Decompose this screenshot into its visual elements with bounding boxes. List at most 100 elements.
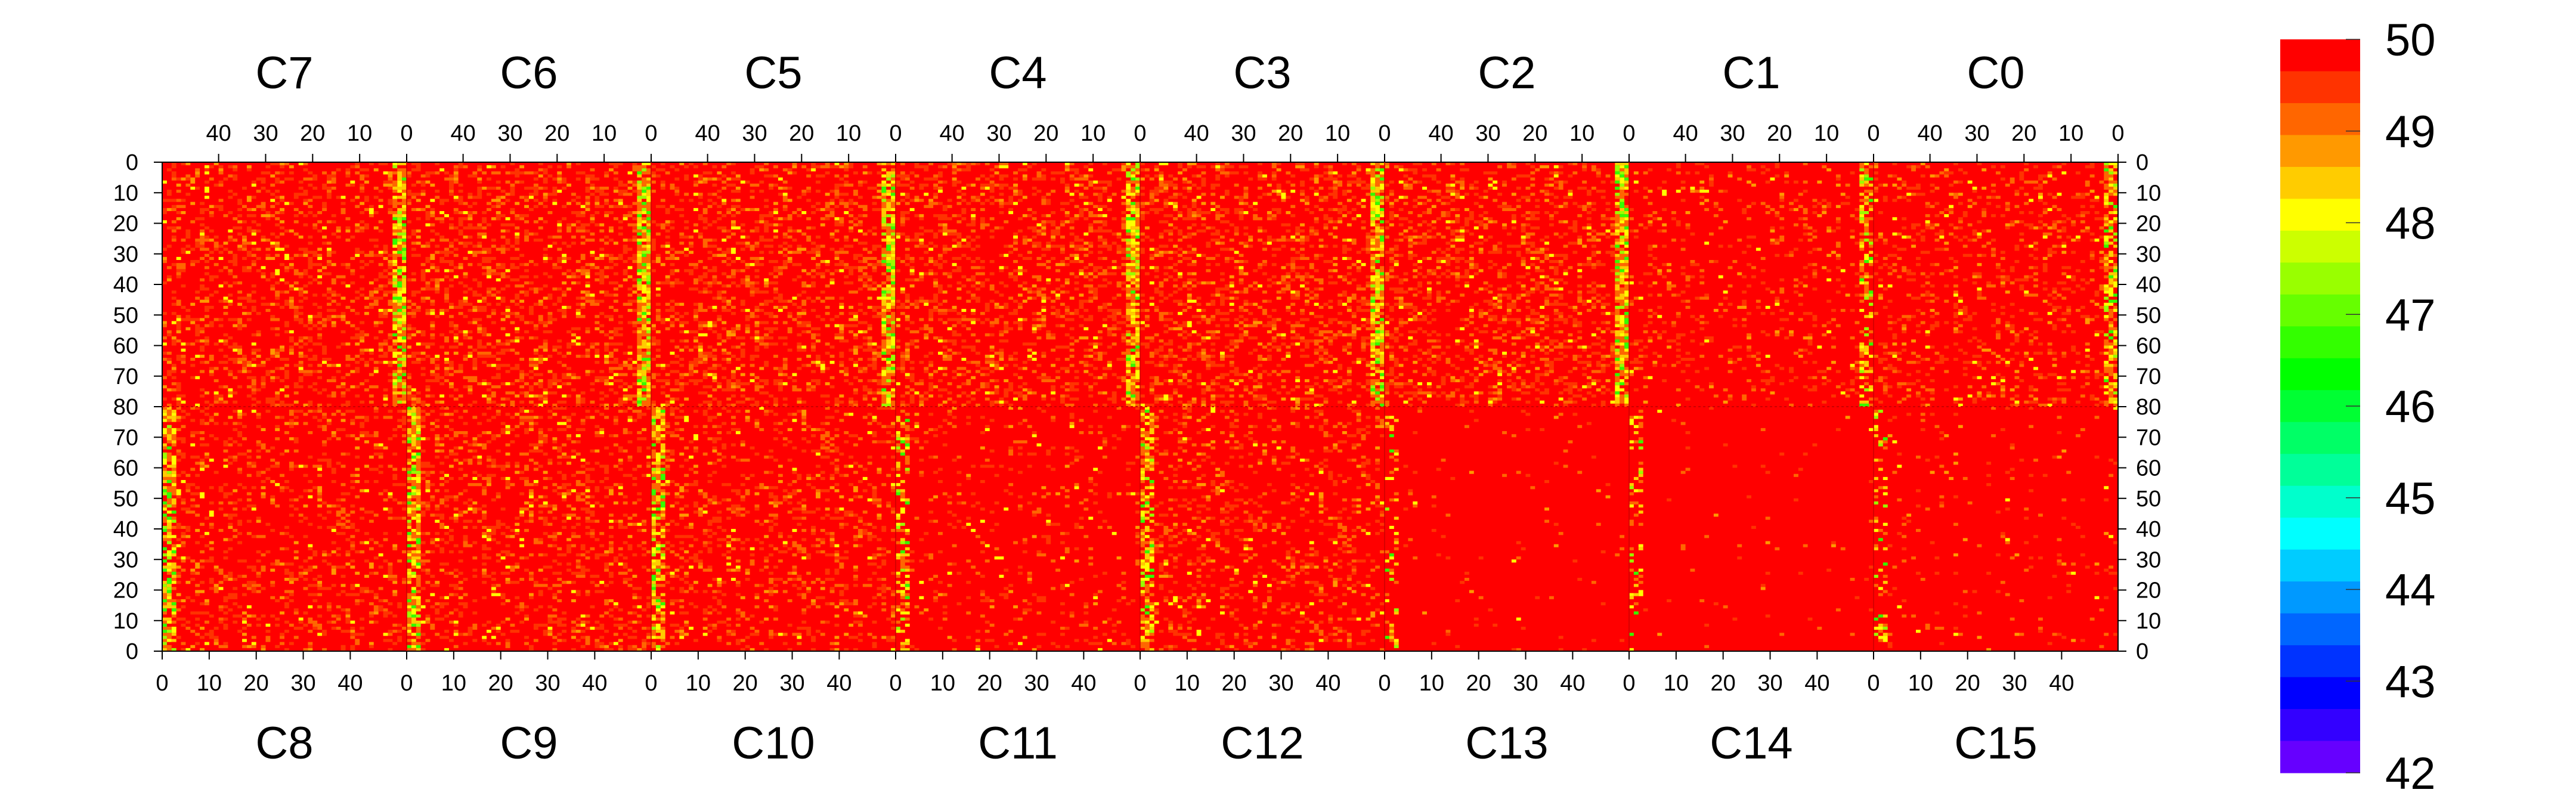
chip-cells-C6 bbox=[407, 162, 651, 407]
top-col-tick-label: 20 bbox=[544, 121, 569, 146]
top-col-tick-label: 40 bbox=[1917, 121, 1942, 146]
color-scale-label: 46 bbox=[2385, 382, 2436, 432]
chip-label-bottom: C15 bbox=[1954, 718, 2037, 769]
cell-group bbox=[420, 407, 651, 652]
color-scale-segment bbox=[2280, 741, 2360, 773]
row-tick-label-left: 70 bbox=[113, 364, 138, 389]
cell-group bbox=[407, 413, 421, 627]
top-col-tick-label: 20 bbox=[1278, 121, 1303, 146]
color-scale-segment bbox=[2280, 581, 2360, 614]
cell-group bbox=[1385, 507, 1399, 648]
color-scale-segment bbox=[2280, 549, 2360, 582]
cell-group bbox=[1629, 162, 1874, 407]
bottom-col-tick-label: 40 bbox=[1804, 671, 1829, 696]
chip-label-top: C5 bbox=[744, 48, 802, 98]
top-col-tick-label: 20 bbox=[1522, 121, 1547, 146]
cell-group bbox=[162, 162, 407, 407]
top-col-tick-label: 40 bbox=[939, 121, 964, 146]
color-scale-segment bbox=[2280, 294, 2360, 327]
top-col-tick-label: 40 bbox=[695, 121, 720, 146]
row-tick-label-right: 50 bbox=[2136, 487, 2161, 512]
cell-group bbox=[1615, 165, 1629, 398]
bottom-col-tick-label: 40 bbox=[2049, 671, 2074, 696]
top-col-tick-label: 40 bbox=[1184, 121, 1209, 146]
row-tick-label-right: 40 bbox=[2136, 517, 2161, 542]
color-scale-segment bbox=[2280, 358, 2360, 391]
bottom-col-tick-label: 0 bbox=[889, 671, 902, 696]
cell-group bbox=[651, 162, 882, 407]
color-scale-segment bbox=[2280, 422, 2360, 454]
color-scale-segment bbox=[2280, 454, 2360, 487]
cell-group bbox=[896, 416, 910, 652]
cell-group bbox=[1859, 168, 1874, 392]
bottom-col-tick-label: 20 bbox=[1711, 671, 1736, 696]
color-scale-label: 49 bbox=[2385, 107, 2436, 157]
chip-label-bottom: C8 bbox=[255, 718, 313, 769]
row-tick-label-left: 60 bbox=[113, 456, 138, 481]
color-scale-label: 44 bbox=[2385, 565, 2436, 616]
bottom-col-tick-label: 20 bbox=[977, 671, 1002, 696]
color-scale: 50 49 48 47 46 45 44 43 42 bbox=[2280, 15, 2436, 799]
bottom-col-tick-label: 40 bbox=[338, 671, 363, 696]
bottom-col-tick-label: 30 bbox=[535, 671, 560, 696]
cell-group bbox=[651, 407, 896, 652]
top-col-tick-label: 10 bbox=[592, 121, 617, 146]
top-col-tick-label: 0 bbox=[1623, 121, 1635, 146]
top-col-tick-label: 30 bbox=[986, 121, 1011, 146]
cell-group bbox=[896, 419, 910, 599]
cell-group bbox=[407, 407, 651, 652]
color-scale-segment bbox=[2280, 71, 2360, 104]
cell-group bbox=[1126, 177, 1140, 398]
color-scale-segment bbox=[2280, 230, 2360, 263]
color-scale-label: 47 bbox=[2385, 290, 2436, 340]
top-col-tick-label: 20 bbox=[2011, 121, 2036, 146]
color-scale-segment bbox=[2280, 485, 2360, 518]
bottom-col-tick-label: 10 bbox=[1419, 671, 1444, 696]
chip-label-bottom: C12 bbox=[1221, 718, 1304, 769]
cell-group bbox=[1370, 162, 1385, 395]
chip-labels: C7 C8 C6 C9 C5 C10 C4 C11 C3 C12 C2 C13 C1 C14 C0 C15 bbox=[255, 48, 2037, 769]
cell-group bbox=[881, 162, 896, 398]
bottom-col-tick-label: 10 bbox=[1664, 671, 1689, 696]
bottom-col-tick-label: 0 bbox=[1867, 671, 1880, 696]
cell-group bbox=[1385, 162, 1629, 407]
color-scale-label: 45 bbox=[2385, 473, 2436, 524]
top-col-tick-label: 10 bbox=[1814, 121, 1839, 146]
color-scale-label: 50 bbox=[2385, 15, 2436, 66]
color-scale-segment bbox=[2280, 135, 2360, 168]
cell-group bbox=[1140, 162, 1385, 407]
row-tick-label-right: 70 bbox=[2136, 425, 2161, 450]
top-col-tick-label: 30 bbox=[253, 121, 278, 146]
cell-group bbox=[407, 162, 637, 407]
cell-group bbox=[1874, 428, 1888, 636]
bottom-col-tick-label: 20 bbox=[1466, 671, 1491, 696]
bottom-col-tick-label: 30 bbox=[1268, 671, 1293, 696]
chip-cells-C8 bbox=[162, 407, 407, 652]
chip-label-top: C3 bbox=[1233, 48, 1291, 98]
chip-label-top: C0 bbox=[1967, 48, 2024, 98]
bottom-col-tick-label: 30 bbox=[1513, 671, 1538, 696]
bottom-col-tick-label: 40 bbox=[582, 671, 607, 696]
bottom-col-tick-label: 40 bbox=[1071, 671, 1096, 696]
cell-group bbox=[665, 407, 896, 652]
color-scale-segment bbox=[2280, 613, 2360, 646]
top-col-tick-label: 10 bbox=[1569, 121, 1594, 146]
bottom-col-tick-label: 10 bbox=[686, 671, 711, 696]
bottom-col-tick-label: 10 bbox=[197, 671, 222, 696]
top-col-tick-label: 0 bbox=[645, 121, 657, 146]
chip-cells-C13 bbox=[1385, 407, 1625, 652]
chip-cells-C2 bbox=[1385, 162, 1629, 407]
row-tick-label-left: 30 bbox=[113, 242, 138, 267]
top-col-tick-label: 0 bbox=[1378, 121, 1391, 146]
bottom-col-tick-label: 30 bbox=[290, 671, 315, 696]
chip-cells-C12 bbox=[1140, 407, 1385, 652]
chip-cells-C5 bbox=[651, 162, 896, 407]
chip-label-top: C4 bbox=[989, 48, 1046, 98]
column-ticks: 40 30 20 10 0 0 10 20 30 40 40 30 20 10 0 0 10 20 30 40 40 30… bbox=[156, 121, 2124, 696]
top-col-tick-label: 40 bbox=[1428, 121, 1453, 146]
cell-group bbox=[1874, 162, 2104, 407]
cell-group bbox=[1615, 162, 1629, 404]
cell-group bbox=[2104, 162, 2118, 395]
bottom-col-tick-label: 40 bbox=[1560, 671, 1585, 696]
chip-label-top: C7 bbox=[255, 48, 313, 98]
